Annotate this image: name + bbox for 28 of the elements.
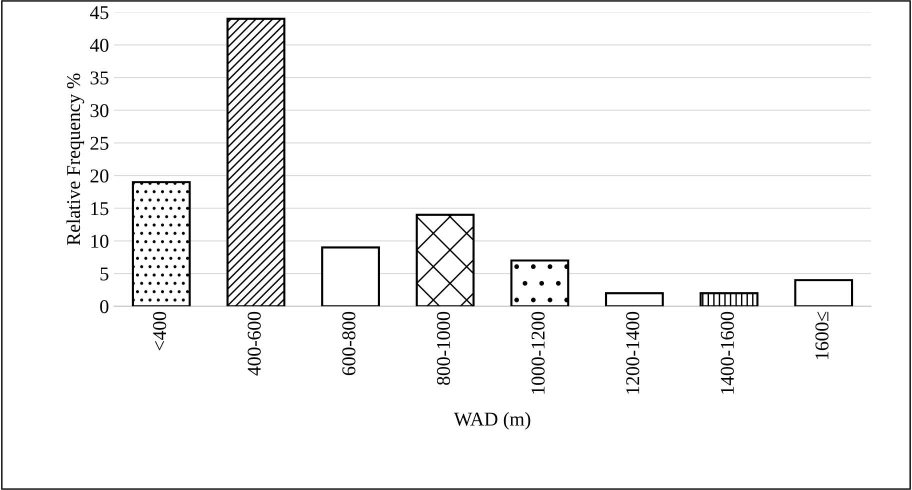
bar — [226, 18, 286, 306]
x-tick-label: 1600≤ — [815, 312, 829, 359]
x-tick-label: <400 — [153, 312, 166, 350]
x-axis-title: WAD (m) — [454, 412, 530, 430]
bar — [510, 259, 570, 306]
x-tick-label: 1200-1400 — [626, 312, 640, 394]
y-tick-label: 30 — [90, 104, 108, 118]
y-tick-label: 20 — [90, 169, 108, 183]
bar — [321, 246, 380, 306]
bar — [604, 292, 664, 306]
y-axis-title: Relative Frequency % — [66, 74, 84, 246]
x-tick-label: 400-600 — [248, 312, 261, 376]
y-tick-label: 10 — [91, 234, 108, 248]
y-tick-label: 15 — [91, 202, 108, 216]
y-tick-label: 25 — [90, 136, 108, 150]
y-tick-label: 40 — [90, 38, 108, 52]
x-tick-label: 1000-1200 — [532, 312, 545, 394]
x-tick-label: 1400-1600 — [720, 312, 734, 394]
bar — [794, 279, 854, 306]
bar — [416, 214, 475, 306]
y-tick-label: 45 — [90, 6, 108, 20]
x-tick-label: 800-1000 — [436, 312, 450, 385]
x-tick-label: 600-800 — [342, 312, 356, 376]
bar — [132, 181, 191, 306]
y-tick-label: 5 — [100, 268, 108, 281]
y-tick-label: 0 — [100, 300, 108, 314]
bar — [700, 292, 758, 306]
y-tick-label: 35 — [90, 71, 108, 85]
